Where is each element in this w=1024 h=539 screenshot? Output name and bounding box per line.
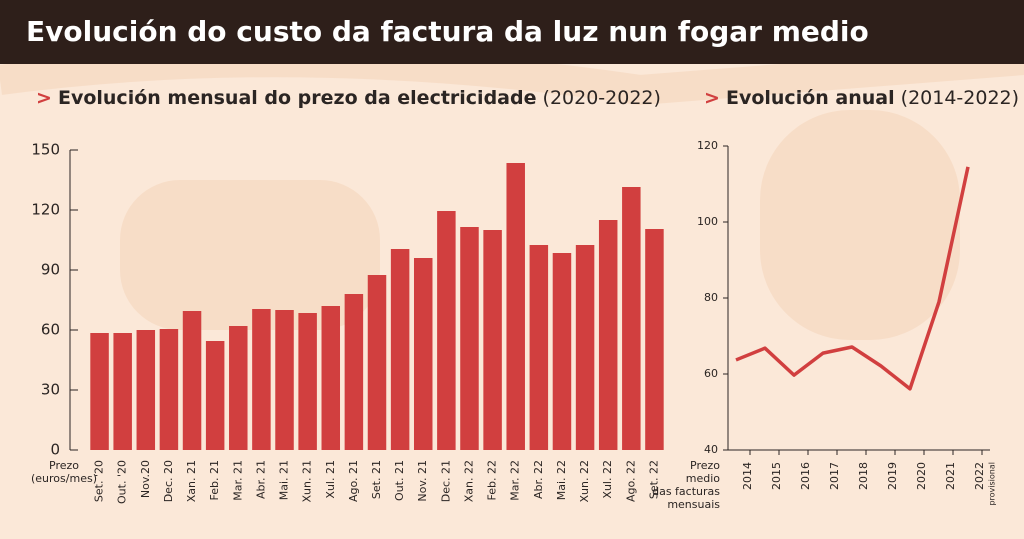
bar: [182, 311, 202, 450]
bar: [390, 249, 410, 450]
x-tick-label: Xan. 22: [462, 460, 475, 502]
x-tick-label: Out. '20: [116, 460, 129, 504]
x-tick-label: Abr. 21: [254, 460, 267, 499]
bar: [645, 229, 664, 450]
header-bar: [0, 0, 1024, 64]
x-tick-label: Nov. 21: [416, 460, 429, 502]
y-tick-label: 60: [41, 321, 60, 339]
bar: [437, 211, 456, 450]
bar: [413, 258, 433, 450]
x-tick-label: Ago. 22: [624, 460, 637, 502]
bar: [136, 330, 156, 450]
bar: [90, 333, 109, 450]
x-tick-label: Set. '20: [93, 460, 106, 502]
y-axis-label: (euros/mes): [31, 472, 97, 485]
y-tick-label: 0: [50, 441, 60, 459]
x-tick-label: 2018: [857, 462, 870, 490]
bar: [483, 230, 502, 450]
bar: [113, 333, 132, 450]
y-axis-label: Prezo: [49, 459, 79, 472]
x-tick-label: Dec. 20: [162, 460, 175, 502]
y-tick-label: 120: [697, 139, 718, 152]
x-note: provisional: [988, 462, 997, 506]
y-axis-label: medio: [686, 472, 721, 485]
bar: [622, 187, 641, 450]
bar: [205, 341, 225, 450]
x-tick-label: Xun. 21: [301, 460, 314, 502]
x-tick-label: Mar. 22: [509, 460, 522, 501]
y-tick-label: 100: [697, 215, 718, 228]
bar: [229, 326, 248, 450]
x-tick-label: Nov.20: [139, 460, 152, 498]
bar: [252, 309, 271, 450]
bar: [298, 313, 317, 450]
decoration: [0, 45, 1024, 340]
y-axis-label: das facturas: [652, 485, 720, 498]
y-tick-label: 30: [41, 381, 60, 399]
x-tick-label: Xul. 22: [601, 460, 614, 499]
y-tick-label: 40: [704, 443, 718, 456]
x-tick-label: 2016: [799, 462, 812, 490]
bar: [367, 275, 387, 450]
bar: [506, 163, 525, 450]
y-tick-label: 90: [41, 261, 60, 279]
line: [735, 166, 970, 391]
x-tick-label: Feb. 22: [486, 460, 499, 500]
bar: [460, 227, 479, 450]
bar: [159, 329, 179, 450]
x-tick-label: 2020: [915, 462, 928, 490]
y-tick-label: 60: [704, 367, 718, 380]
bar: [321, 306, 341, 450]
x-tick-label: 2014: [741, 462, 754, 490]
x-tick-label: Xan. 21: [185, 460, 198, 502]
bar: [575, 245, 595, 450]
bar: [552, 253, 572, 450]
x-tick-label: Feb. 21: [208, 460, 221, 500]
panel-title: > Evolución mensual do prezo da electric…: [36, 87, 661, 109]
header-title: Evolución do custo da factura da luz nun…: [26, 15, 869, 48]
x-tick-label: Xun. 22: [578, 460, 591, 502]
x-tick-label: Out. 21: [393, 460, 406, 501]
x-tick-label: Dec. 21: [439, 460, 452, 502]
x-tick-label: Mar. 21: [231, 460, 244, 501]
x-tick-label: Set. 22: [647, 460, 660, 499]
bar: [275, 310, 294, 450]
x-tick-label: 2022: [973, 462, 986, 490]
x-tick-label: Mai. 21: [278, 460, 291, 500]
bar: [529, 245, 549, 450]
y-axis-label: Prezo: [690, 459, 720, 472]
x-tick-label: 2019: [886, 462, 899, 490]
x-tick-label: 2021: [944, 462, 957, 490]
x-tick-label: Set. 21: [370, 460, 383, 499]
bar: [344, 294, 364, 450]
x-tick-label: 2015: [770, 462, 783, 490]
x-tick-label: Ago. 21: [347, 460, 360, 502]
x-tick-label: Mai. 22: [555, 460, 568, 500]
bar: [598, 220, 618, 450]
y-tick-label: 80: [704, 291, 718, 304]
x-tick-label: Abr. 22: [532, 460, 545, 499]
y-axis-label: mensuais: [667, 498, 720, 511]
x-tick-label: Xul. 21: [324, 460, 337, 499]
y-tick-label: 150: [31, 141, 60, 159]
x-tick-label: 2017: [828, 462, 841, 490]
y-tick-label: 120: [31, 201, 60, 219]
panel-title: > Evolución anual (2014-2022): [704, 87, 1019, 109]
